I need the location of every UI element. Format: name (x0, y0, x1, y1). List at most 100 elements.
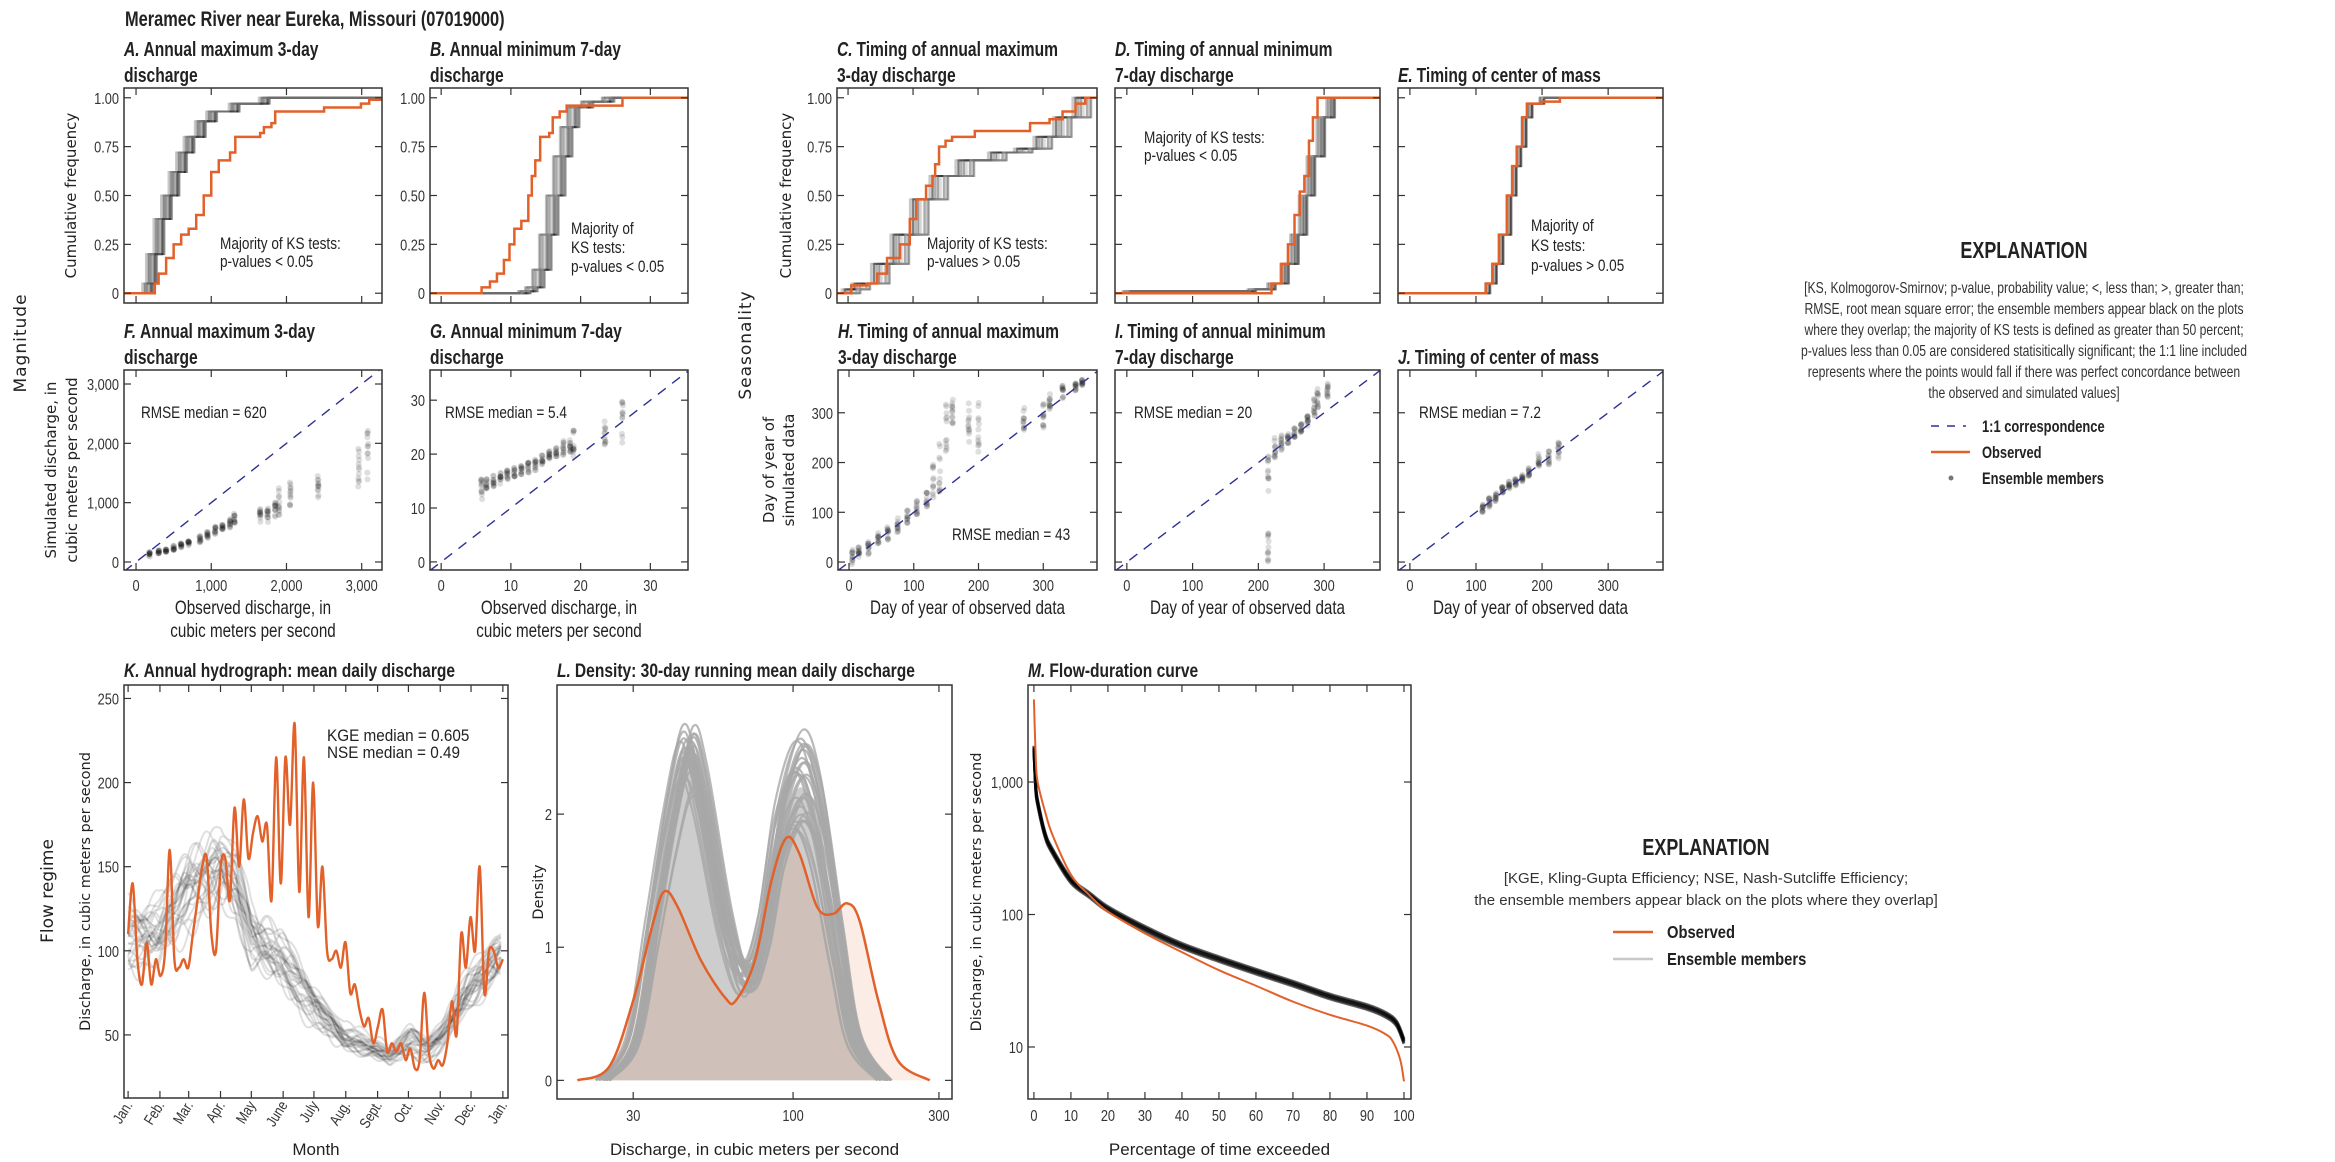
ensemble-member-line (1115, 96, 1380, 295)
ensemble-point (525, 459, 532, 466)
ensemble-point (276, 498, 283, 505)
ensemble-point (518, 463, 525, 470)
ensemble-point (219, 524, 226, 531)
ensemble-point (856, 547, 863, 554)
ensemble-point (146, 552, 153, 559)
ensemble-point (272, 506, 279, 513)
ensemble-point (913, 510, 920, 517)
ensemble-point (196, 533, 203, 540)
ensemble-point (1264, 550, 1271, 557)
ensemble-point (1291, 430, 1298, 437)
ensemble-point (975, 448, 982, 455)
ensemble-point (264, 508, 271, 515)
ensemble-point (1479, 505, 1486, 512)
ensemble-point (545, 454, 552, 461)
plot-frame (123, 369, 383, 571)
ensemble-point (913, 497, 920, 504)
x-tick-label: Feb. (141, 1098, 168, 1128)
ensemble-point (560, 439, 567, 446)
panel-annotation: Majority of (571, 220, 634, 239)
observed-line (576, 835, 931, 1082)
ensemble-point (231, 513, 238, 520)
x-tick-label: 200 (1248, 578, 1269, 596)
ensemble-point (525, 464, 532, 471)
ensemble-point (539, 458, 546, 465)
ensemble-point (570, 429, 577, 436)
ensemble-point (256, 509, 263, 516)
ensemble-point (275, 511, 282, 518)
ensemble-point (1479, 508, 1486, 515)
ensemble-point (532, 461, 539, 468)
ensemble-point (1519, 476, 1526, 483)
ensemble-point (966, 428, 973, 435)
panel-title: F. Annual maximum 3-day (124, 320, 315, 342)
ensemble-point (490, 478, 497, 485)
ensemble-point (1492, 494, 1499, 501)
ensemble-point (364, 450, 371, 457)
ensemble-point (504, 470, 511, 477)
ensemble-member-line (1032, 745, 1406, 1040)
ensemble-point (571, 445, 578, 452)
ensemble-point (546, 452, 553, 459)
ensemble-point (1304, 413, 1311, 420)
ensemble-point (511, 466, 518, 473)
ensemble-point (975, 437, 982, 444)
ensemble-point (1291, 433, 1298, 440)
ensemble-point (1046, 404, 1053, 411)
panel-title: C. Timing of annual maximum (837, 38, 1058, 60)
ensemble-point (518, 471, 525, 478)
ensemble-point (1505, 480, 1512, 487)
ensemble-point (231, 512, 238, 519)
ensemble-point (1304, 413, 1311, 420)
ensemble-point (975, 439, 982, 446)
ensemble-point (1040, 422, 1047, 429)
plot-area (1032, 699, 1406, 1082)
ensemble-point (212, 524, 219, 531)
plot-area (430, 370, 688, 570)
ensemble-point (531, 464, 538, 471)
panel-letter: L. (557, 660, 571, 682)
ensemble-point (929, 489, 936, 496)
ensemble-point (619, 410, 626, 417)
explanation-top: EXPLANATION [KS, Kolmogorov-Smirnov; p-va… (1801, 238, 2247, 489)
ensemble-member-line (1032, 750, 1406, 1045)
ensemble-point (1498, 485, 1505, 492)
ensemble-point (287, 491, 294, 498)
ensemble-point (271, 506, 278, 513)
ensemble-point (884, 534, 891, 541)
ensemble-point (532, 459, 539, 466)
ensemble-point (855, 549, 862, 556)
panel-annotation: RMSE median = 43 (952, 526, 1070, 545)
ensemble-point (855, 549, 862, 556)
ensemble-point (490, 478, 497, 485)
ensemble-point (212, 528, 219, 535)
ensemble-point (1020, 420, 1027, 427)
ensemble-member-line (1115, 96, 1380, 295)
x-tick-label: Apr. (203, 1098, 228, 1125)
ensemble-point (1485, 495, 1492, 502)
ensemble-point (197, 536, 204, 543)
ensemble-point (1046, 398, 1053, 405)
ensemble-point (1519, 471, 1526, 478)
plot-area (126, 722, 504, 1072)
panel-letter: A. (123, 38, 139, 60)
ensemble-point (937, 468, 944, 475)
y-tick-label: 100 (1002, 907, 1023, 925)
ensemble-point (525, 469, 532, 476)
ensemble-point (884, 524, 891, 531)
ensemble-point (364, 430, 371, 437)
x-axis-label: Day of year of observed data (870, 596, 1065, 618)
ensemble-point (257, 506, 264, 513)
ensemble-point (904, 519, 911, 526)
ensemble-point (942, 401, 949, 408)
ensemble-point (1264, 532, 1271, 539)
ensemble-point (1072, 381, 1079, 388)
ensemble-point (155, 547, 162, 554)
x-tick-label: Dec. (452, 1098, 479, 1128)
ensemble-point (264, 514, 271, 521)
ensemble-point (1265, 549, 1272, 556)
y-axis-label: Discharge, in cubic meters per second (969, 753, 985, 1032)
ensemble-point (227, 517, 234, 524)
ensemble-point (178, 542, 185, 549)
ensemble-point (1046, 396, 1053, 403)
